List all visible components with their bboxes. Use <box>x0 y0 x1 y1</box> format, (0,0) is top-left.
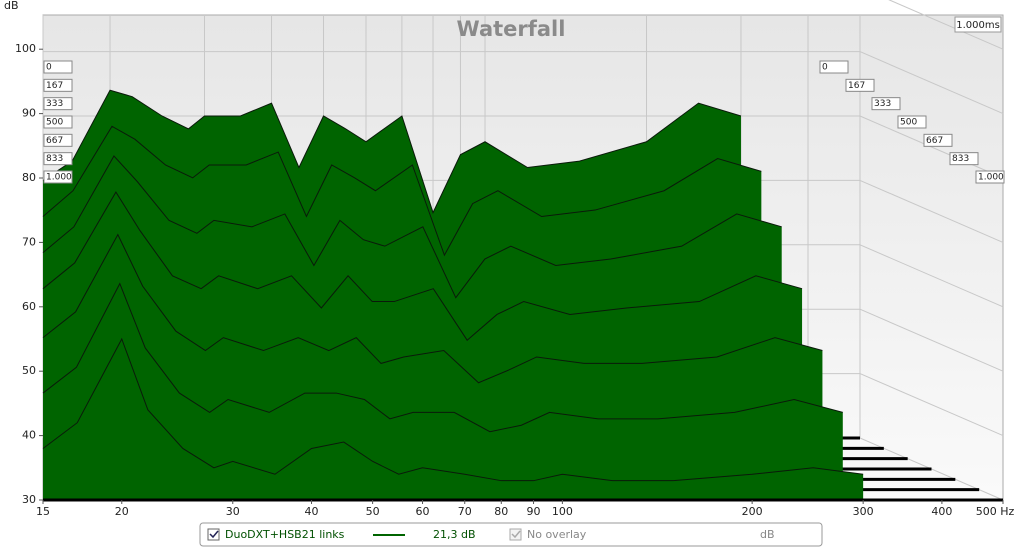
y-tick-label: 30 <box>22 493 36 506</box>
grid-line <box>888 0 1004 50</box>
time-label: 833 <box>952 154 969 164</box>
x-tick-label: 400 <box>931 505 952 518</box>
slices <box>42 89 1003 502</box>
time-label: 0 <box>46 63 52 73</box>
x-tick-label: 15 <box>36 505 50 518</box>
checkbox[interactable] <box>509 528 522 541</box>
legend-value: 21,3 dB <box>433 528 476 541</box>
time-label: 833 <box>46 154 63 164</box>
legend-unit: dB <box>760 528 775 541</box>
y-tick-label: 50 <box>22 364 36 377</box>
slice-fill <box>43 283 843 490</box>
legend: DuoDXT+HSB21 links 21,3 dB No overlay dB <box>199 522 823 547</box>
time-label: 333 <box>46 99 63 109</box>
slice-fill <box>43 339 864 500</box>
y-tick-label: 40 <box>22 429 36 442</box>
time-label-box <box>975 170 1005 184</box>
slice-line <box>42 191 803 341</box>
time-label: 1.000 <box>46 173 72 183</box>
chart-title: Waterfall <box>457 17 566 41</box>
time-label: 0 <box>822 63 828 73</box>
x-tick-label: 20 <box>115 505 129 518</box>
grid-line <box>859 51 1004 115</box>
x-tick-label: 50 <box>366 505 380 518</box>
grid-line <box>859 308 1004 372</box>
slice-line <box>42 337 864 482</box>
grid-line <box>859 115 1004 179</box>
time-label-box <box>43 152 73 166</box>
time-label-box <box>43 60 73 74</box>
y-tick-label: 100 <box>15 42 36 55</box>
legend-overlay: No overlay <box>527 528 587 541</box>
time-label-box <box>43 115 73 129</box>
x-tick-label: 500 Hz <box>976 505 1015 518</box>
time-label: 500 <box>900 118 917 128</box>
time-label-box <box>949 152 979 166</box>
time-label: 1.000 <box>978 173 1004 183</box>
x-tick-label: 70 <box>458 505 472 518</box>
y-tick-label: 60 <box>22 300 36 313</box>
time-label: 667 <box>46 136 63 146</box>
time-label-box <box>923 133 953 147</box>
time-label-box <box>43 78 73 92</box>
grid-line <box>859 179 1004 243</box>
x-tick-label: 60 <box>416 505 430 518</box>
time-label-box <box>845 78 875 92</box>
legend-trace: DuoDXT+HSB21 links <box>225 528 345 541</box>
time-label-box <box>819 60 849 74</box>
x-tick-label: 200 <box>742 505 763 518</box>
y-axis-label: dB <box>4 0 19 12</box>
grid-line <box>859 373 1004 437</box>
time-label: 167 <box>46 81 63 91</box>
x-tick-label: 80 <box>494 505 508 518</box>
slice-line <box>42 155 782 299</box>
time-label: 167 <box>848 81 865 91</box>
x-tick-label: 300 <box>853 505 874 518</box>
y-tick-label: 80 <box>22 171 36 184</box>
slice-line <box>42 125 762 257</box>
check-mark <box>511 530 521 539</box>
time-readout-box <box>954 16 1002 33</box>
y-tick-label: 70 <box>22 235 36 248</box>
time-label: 500 <box>46 118 63 128</box>
checkbox[interactable] <box>207 528 220 541</box>
time-readout: 1.000ms <box>956 20 1000 31</box>
time-label-box <box>871 97 901 111</box>
time-label-box <box>897 115 927 129</box>
grid-line <box>859 244 1004 308</box>
time-label-box <box>43 97 73 111</box>
x-tick-label: 40 <box>305 505 319 518</box>
slice-line <box>42 89 742 214</box>
time-label: 333 <box>874 99 891 109</box>
slice-line <box>42 282 843 433</box>
time-label-box <box>43 170 73 184</box>
slice-line <box>42 233 823 384</box>
check-mark <box>209 530 219 539</box>
time-label-box <box>43 133 73 147</box>
y-tick-label: 90 <box>22 107 36 120</box>
x-tick-label: 90 <box>527 505 541 518</box>
time-label: 667 <box>926 136 943 146</box>
x-tick-label: 30 <box>226 505 240 518</box>
x-tick-label: 100 <box>552 505 573 518</box>
labels: 30 40 50 60 70 80 90 100 15 20 30 40 50 60 70 80 90 100 20… <box>15 42 1014 518</box>
